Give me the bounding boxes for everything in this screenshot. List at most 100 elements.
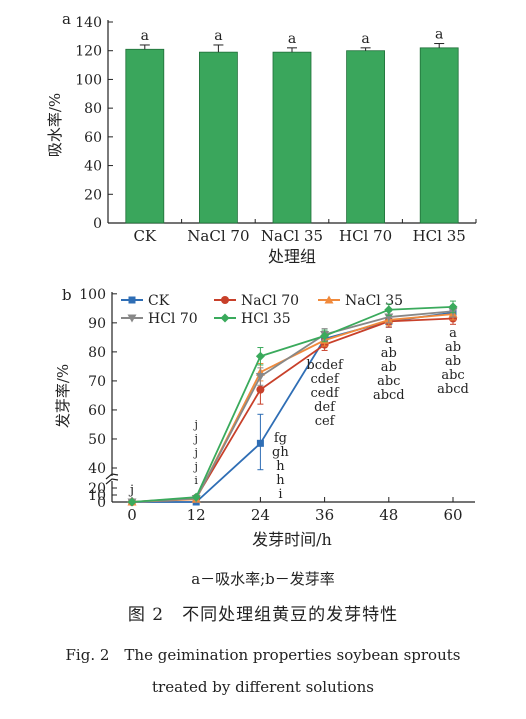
- y-tick-label: 60: [88, 403, 106, 419]
- significance-letter: gh: [272, 445, 289, 460]
- panel-b-x-axis-label: 发芽时间/h: [252, 530, 332, 549]
- y-tick-label: 20: [88, 481, 106, 497]
- significance-letter: ab: [381, 346, 397, 361]
- significance-letter: j: [192, 418, 197, 431]
- significance-letter: ab: [381, 360, 397, 375]
- y-tick-label: 90: [88, 316, 106, 332]
- y-tick-label: 70: [88, 374, 106, 390]
- data-point: [255, 373, 265, 382]
- y-tick-label: 140: [75, 15, 102, 31]
- data-point: [128, 296, 136, 304]
- y-tick-label: 120: [75, 44, 102, 60]
- panel-a-x-axis-label: 处理组: [268, 247, 316, 266]
- data-point: [220, 313, 230, 323]
- x-tick-label: 36: [315, 506, 334, 524]
- significance-letter: a: [361, 31, 369, 47]
- significance-letter: abcd: [437, 382, 469, 397]
- data-point: [256, 385, 265, 394]
- series-nacl-35: [127, 307, 458, 506]
- y-tick-label: 60: [84, 130, 102, 146]
- significance-letter: abcd: [373, 388, 405, 403]
- bar: [346, 50, 386, 224]
- x-tick-label: 48: [379, 506, 398, 524]
- bar: [419, 47, 459, 224]
- panel-a-bar-chart: a 吸水率/% 处理组 0 20 40 60 80 100 120 140 a CK a NaCl …: [46, 10, 477, 266]
- data-point: [255, 351, 265, 361]
- series-hcl-70: [127, 304, 458, 507]
- legend-label: NaCl 35: [345, 293, 403, 309]
- significance-letter: a: [214, 28, 222, 44]
- y-tick-label: 0: [97, 495, 106, 511]
- significance-letter: a: [288, 31, 296, 47]
- legend-label: HCl 35: [241, 311, 291, 327]
- y-tick-label: 10: [88, 488, 106, 504]
- bar: [198, 51, 238, 224]
- y-tick-label: 0: [93, 216, 102, 232]
- x-tick-label: HCl 70: [339, 227, 392, 245]
- significance-letter: abc: [441, 368, 464, 383]
- y-tick-label: 40: [88, 461, 106, 477]
- x-tick-label: 0: [127, 506, 137, 524]
- y-tick-label: 50: [88, 432, 106, 448]
- data-point: [127, 314, 137, 323]
- significance-letter: j: [192, 432, 197, 445]
- series-ck: [128, 306, 457, 506]
- significance-letter: h: [276, 459, 285, 474]
- bar: [272, 51, 312, 224]
- y-tick-label: 100: [79, 287, 106, 303]
- series-line: [132, 311, 454, 503]
- significance-letter: a: [449, 326, 457, 341]
- panel-a-y-axis-label: 吸水率/%: [46, 93, 64, 157]
- significance-letter: j: [192, 446, 197, 459]
- significance-letter: cedf: [311, 386, 340, 401]
- bar: [125, 48, 165, 224]
- significance-letter: h: [276, 473, 285, 488]
- figure-subcaption: a－吸水率;b－发芽率: [191, 570, 335, 588]
- significance-letter: ab: [445, 354, 461, 369]
- significance-letter: j: [128, 483, 134, 498]
- data-point: [256, 439, 264, 447]
- x-tick-label: 60: [443, 506, 462, 524]
- data-point: [191, 492, 201, 502]
- data-point: [448, 302, 458, 312]
- legend-label: NaCl 70: [241, 293, 299, 309]
- significance-letter: i: [278, 487, 282, 502]
- series-nacl-70: [128, 312, 457, 506]
- x-tick-label: 24: [251, 506, 270, 524]
- data-point: [320, 331, 330, 341]
- significance-letter: a: [385, 332, 393, 347]
- panel-b-y-axis-label: 发芽率/%: [54, 364, 72, 428]
- panel-b-label: b: [62, 286, 72, 304]
- x-tick-label: HCl 35: [413, 227, 466, 245]
- x-tick-label: NaCl 70: [187, 227, 249, 245]
- significance-letter: def: [314, 400, 336, 415]
- data-point: [127, 497, 137, 507]
- significance-letter: fg: [274, 431, 287, 446]
- data-point: [384, 305, 394, 315]
- y-tick-label: 80: [88, 345, 106, 361]
- significance-letter: cef: [315, 414, 336, 429]
- significance-letter: ab: [445, 340, 461, 355]
- significance-letter: cdef: [311, 372, 340, 387]
- x-tick-label: NaCl 35: [261, 227, 323, 245]
- significance-letter: j: [192, 460, 197, 473]
- x-tick-label: 12: [187, 506, 206, 524]
- figure-caption-chinese: 图 2 不同处理组黄豆的发芽特性: [127, 605, 399, 625]
- data-point: [221, 296, 229, 304]
- series-line: [131, 310, 454, 503]
- data-point: [324, 295, 334, 304]
- significance-letter: bcdef: [306, 358, 344, 373]
- figure-caption-english-line-1: Fig. 2 The geimination properties soybea…: [65, 646, 461, 664]
- series-line: [131, 313, 454, 503]
- axis-break-mark: [105, 478, 119, 485]
- series-hcl-35: [127, 300, 458, 507]
- significance-letter: abc: [377, 374, 400, 389]
- significance-letter: a: [141, 28, 149, 44]
- x-tick-label: CK: [133, 227, 156, 245]
- y-tick-label: 80: [84, 101, 102, 117]
- y-tick-label: 100: [75, 72, 102, 88]
- figure-caption-english-line-2: treated by different solutions: [152, 678, 374, 696]
- panel-a-label: a: [62, 10, 71, 28]
